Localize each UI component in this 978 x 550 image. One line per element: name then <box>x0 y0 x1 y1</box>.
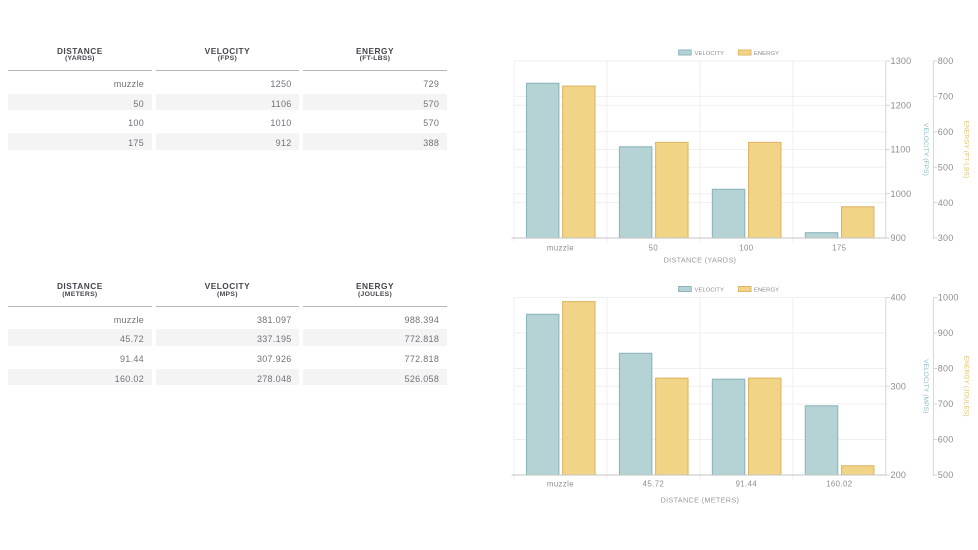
svg-text:91.44: 91.44 <box>736 479 758 488</box>
svg-text:ENERGY (JOULES): ENERGY (JOULES) <box>962 356 969 417</box>
svg-text:400: 400 <box>938 198 954 208</box>
svg-text:VELOCITY (MPS): VELOCITY (MPS) <box>922 359 929 413</box>
svg-text:600: 600 <box>938 435 954 445</box>
svg-text:1000: 1000 <box>891 189 912 199</box>
svg-text:ENERGY: ENERGY <box>754 51 779 57</box>
svg-text:500: 500 <box>938 470 954 480</box>
svg-text:1000: 1000 <box>938 293 959 303</box>
svg-text:1200: 1200 <box>891 100 912 110</box>
svg-text:800: 800 <box>938 56 954 66</box>
svg-text:900: 900 <box>938 328 954 338</box>
svg-text:VELOCITY: VELOCITY <box>695 287 725 293</box>
svg-text:160.02: 160.02 <box>826 479 852 488</box>
svg-text:50: 50 <box>649 243 659 252</box>
svg-text:VELOCITY (FPS): VELOCITY (FPS) <box>922 123 929 176</box>
svg-text:300: 300 <box>891 381 907 391</box>
svg-text:ENERGY: ENERGY <box>754 287 779 293</box>
svg-text:175: 175 <box>832 243 846 252</box>
svg-text:700: 700 <box>938 399 954 409</box>
svg-text:800: 800 <box>938 364 954 374</box>
svg-text:muzzle: muzzle <box>547 243 574 252</box>
svg-text:200: 200 <box>891 470 907 480</box>
svg-text:1300: 1300 <box>891 56 912 66</box>
svg-text:muzzle: muzzle <box>547 479 574 488</box>
svg-text:500: 500 <box>938 162 954 172</box>
svg-text:600: 600 <box>938 127 954 137</box>
svg-text:45.72: 45.72 <box>643 479 665 488</box>
svg-text:VELOCITY: VELOCITY <box>695 51 725 57</box>
svg-text:100: 100 <box>739 243 753 252</box>
svg-text:1100: 1100 <box>891 145 911 155</box>
svg-text:ENERGY (FT-LBS): ENERGY (FT-LBS) <box>962 121 969 179</box>
svg-text:DISTANCE (YARDS): DISTANCE (YARDS) <box>664 255 737 264</box>
svg-text:300: 300 <box>938 233 954 243</box>
svg-text:DISTANCE (METERS): DISTANCE (METERS) <box>661 496 740 505</box>
svg-text:400: 400 <box>891 293 907 303</box>
svg-text:900: 900 <box>891 233 907 243</box>
svg-text:700: 700 <box>938 92 954 102</box>
